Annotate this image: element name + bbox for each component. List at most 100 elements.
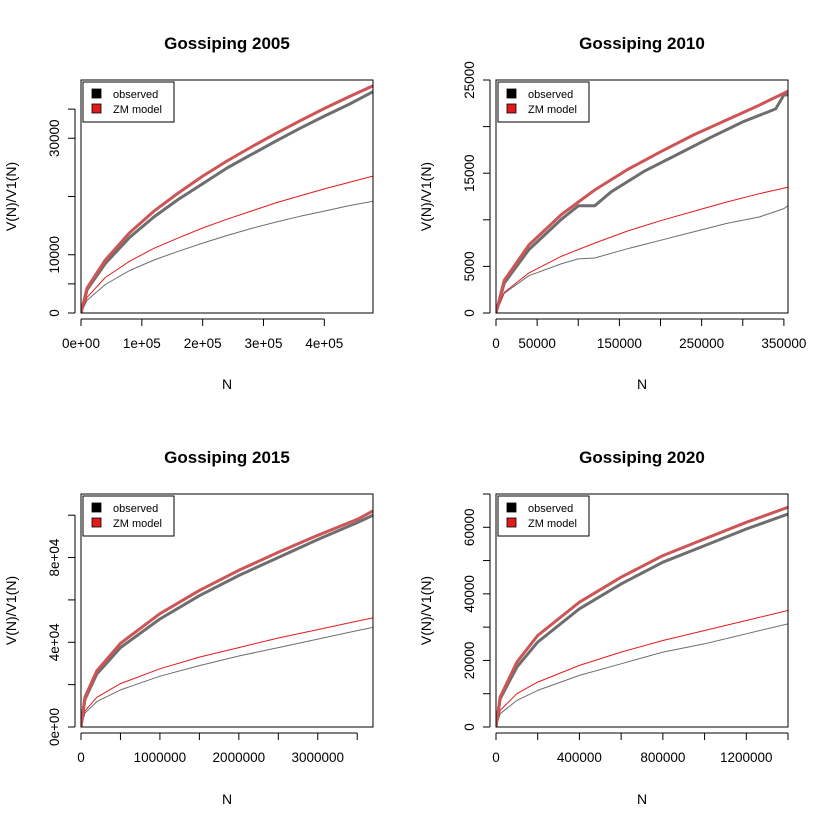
x-tick-label: 50000 (518, 336, 556, 351)
x-tick-label: 0 (77, 750, 85, 765)
x-axis-label: N (222, 791, 232, 807)
x-axis-label: N (637, 791, 647, 807)
y-axis-label: V(N)/V1(N) (3, 576, 19, 645)
x-tick-label: 2e+05 (184, 336, 222, 351)
y-axis: 0 5000 15000 25000 (462, 61, 491, 317)
legend-swatch (506, 502, 517, 513)
x-axis: 0 400000 800000 1200000 (492, 732, 789, 765)
y-tick-label: 5000 (462, 251, 477, 281)
x-tick-label: 3e+05 (245, 336, 283, 351)
series-line-observed-v1n (496, 623, 788, 727)
series-line-zm-model-vn (81, 509, 373, 727)
series-group (81, 84, 373, 313)
legend-label: observed (528, 503, 573, 515)
x-axis-label: N (222, 376, 232, 392)
y-tick-label: 20000 (462, 642, 477, 680)
x-axis: 0e+00 1e+05 2e+05 3e+05 4e+05 (62, 318, 343, 351)
y-tick-label: 8e+04 (47, 538, 62, 576)
legend-box (497, 495, 590, 537)
y-axis: 0 20000 40000 60000 (462, 493, 491, 731)
chart-panel-4: Gossiping 2020 0 400000 800000 1200000 N 0 2000… (418, 448, 789, 807)
x-tick-label: 2000000 (213, 750, 266, 765)
y-tick-label: 0e+00 (47, 708, 62, 746)
x-tick-label: 3000000 (291, 750, 344, 765)
y-tick-label: 40000 (462, 575, 477, 613)
chart-title: Gossiping 2005 (164, 34, 290, 53)
x-axis: 0 50000 150000 250000 350000 (492, 318, 806, 351)
y-tick-label: 0 (462, 723, 477, 731)
legend: observed ZM model (82, 81, 175, 123)
legend-label: observed (113, 89, 158, 101)
series-line-observed-vn (81, 513, 373, 727)
chart-panel-1: Gossiping 2005 0e+00 1e+05 2e+05 3e+05 4e+05 N… (3, 34, 374, 392)
series-group (496, 505, 788, 727)
series-line-zm-model-v1n (496, 186, 788, 313)
legend-label: ZM model (528, 104, 577, 116)
x-tick-label: 1e+05 (123, 336, 161, 351)
chart-title: Gossiping 2010 (579, 34, 705, 53)
y-tick-label: 25000 (462, 61, 477, 99)
series-line-observed-vn (496, 93, 788, 313)
y-tick-label: 30000 (47, 119, 62, 157)
plot-frame (80, 79, 374, 314)
legend-label: ZM model (113, 518, 162, 530)
legend-label: ZM model (113, 104, 162, 116)
x-tick-label: 1000000 (134, 750, 187, 765)
series-line-zm-model-v1n (496, 610, 788, 727)
y-tick-label: 10000 (47, 236, 62, 274)
legend-swatch (506, 103, 517, 114)
y-tick-label: 0 (47, 309, 62, 317)
y-axis-label: V(N)/V1(N) (418, 162, 434, 231)
x-axis: 0 1000000 2000000 3000000 (77, 732, 358, 765)
legend-swatch (91, 88, 102, 99)
legend-box (497, 81, 590, 123)
legend-swatch (91, 103, 102, 114)
plot-frame (495, 79, 789, 314)
legend: observed ZM model (497, 495, 590, 537)
plot-frame (495, 493, 789, 728)
chart-title: Gossiping 2015 (164, 448, 290, 467)
x-tick-label: 350000 (761, 336, 806, 351)
x-tick-label: 400000 (557, 750, 602, 765)
y-axis: 0 10000 30000 (47, 108, 76, 317)
y-tick-label: 15000 (462, 154, 477, 192)
legend: observed ZM model (497, 81, 590, 123)
x-tick-label: 150000 (597, 336, 642, 351)
y-tick-label: 0 (462, 309, 477, 317)
series-line-zm-model-vn (496, 89, 788, 313)
series-line-observed-v1n (81, 626, 373, 727)
plot-frame (80, 493, 374, 728)
series-line-zm-model-vn (81, 84, 373, 313)
legend-swatch (506, 88, 517, 99)
legend-swatch (91, 502, 102, 513)
legend-swatch (506, 517, 517, 528)
chart-title: Gossiping 2020 (579, 448, 705, 467)
series-group (81, 509, 373, 727)
x-tick-label: 0 (492, 750, 500, 765)
x-tick-label: 800000 (640, 750, 685, 765)
x-tick-label: 250000 (679, 336, 724, 351)
y-tick-label: 4e+04 (47, 623, 62, 661)
legend: observed ZM model (82, 495, 175, 537)
y-axis: 0e+00 4e+04 8e+04 (47, 514, 76, 746)
series-line-observed-v1n (496, 205, 788, 313)
y-axis-label: V(N)/V1(N) (418, 576, 434, 645)
chart-panel-3: Gossiping 2015 0 1000000 2000000 3000000 N 0e+… (3, 448, 374, 807)
legend-label: observed (528, 89, 573, 101)
series-line-observed-vn (81, 90, 373, 313)
x-tick-label: 1200000 (720, 750, 773, 765)
legend-label: ZM model (528, 518, 577, 530)
x-tick-label: 0e+00 (62, 336, 100, 351)
x-tick-label: 4e+05 (305, 336, 343, 351)
x-axis-label: N (637, 376, 647, 392)
y-tick-label: 60000 (462, 509, 477, 547)
series-group (496, 89, 788, 313)
legend-box (82, 81, 175, 123)
legend-label: observed (113, 503, 158, 515)
series-line-zm-model-v1n (81, 175, 373, 313)
legend-swatch (91, 517, 102, 528)
x-tick-label: 0 (492, 336, 500, 351)
series-line-zm-model-vn (496, 505, 788, 727)
